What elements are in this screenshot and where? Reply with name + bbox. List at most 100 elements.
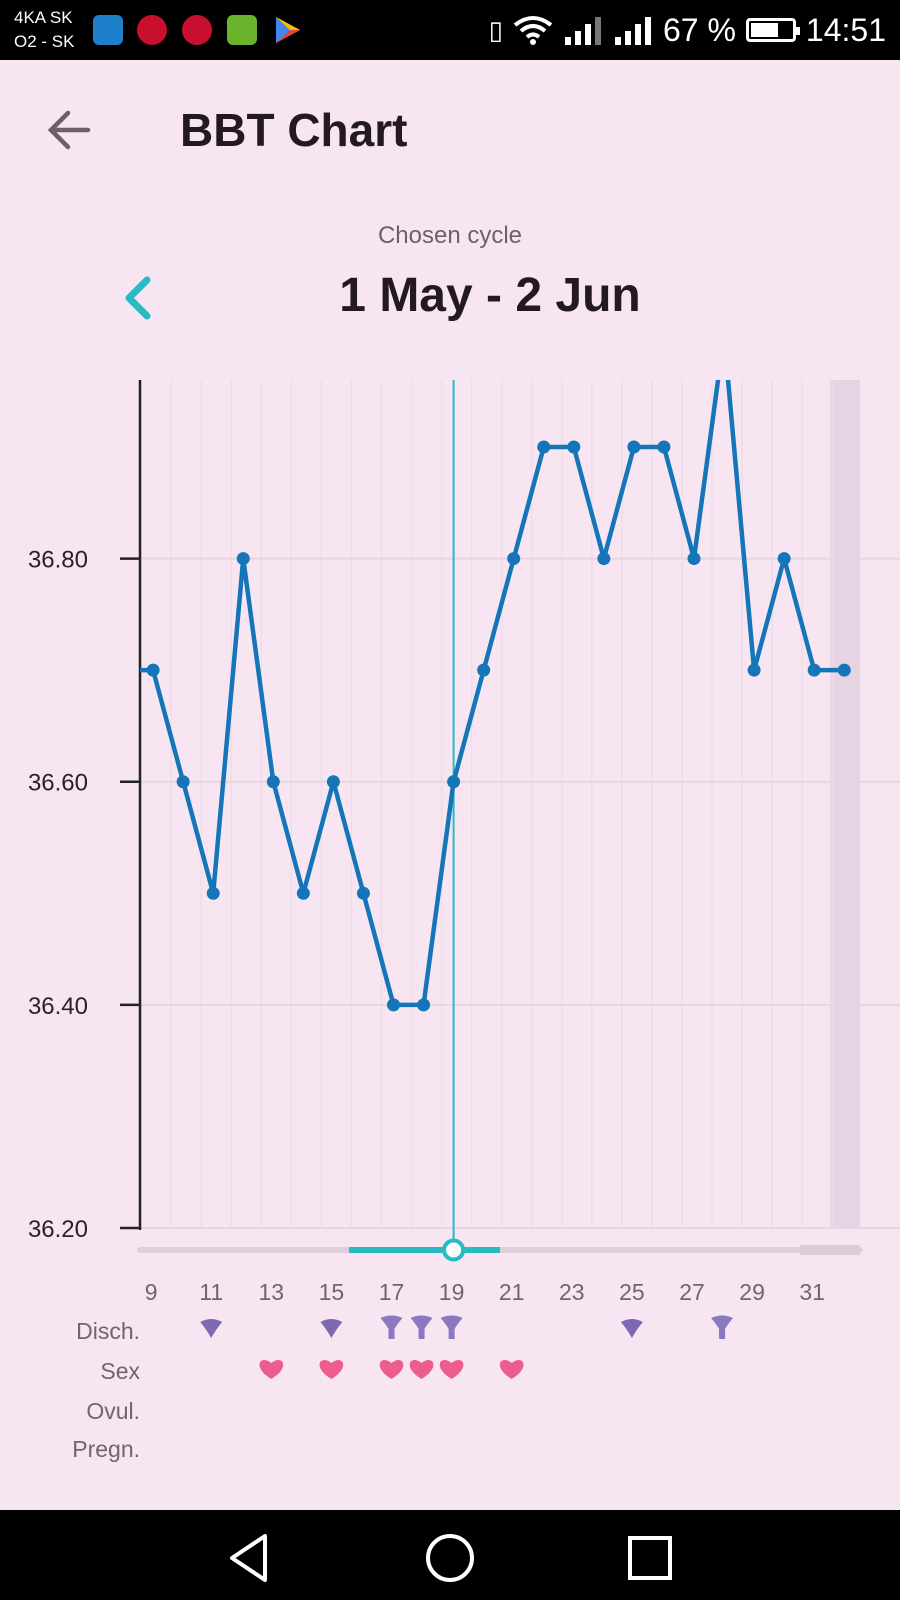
nav-home-button[interactable] — [420, 1528, 480, 1588]
heart-icon — [439, 1360, 464, 1379]
battery-percent: 67 % — [662, 11, 736, 48]
square-recents-icon — [628, 1536, 672, 1580]
discharge-icon — [711, 1315, 734, 1339]
shield-app-icon — [227, 15, 257, 45]
sex-row-label: Sex — [100, 1358, 140, 1384]
nav-back-button[interactable] — [220, 1528, 280, 1588]
discharge-stem-shape — [380, 1315, 403, 1339]
discharge-row-label: Disch. — [76, 1318, 140, 1344]
pinterest-icon — [137, 15, 167, 45]
temperature-point — [507, 552, 521, 566]
scroll-handle[interactable] — [442, 1238, 466, 1262]
nav-recents-button[interactable] — [620, 1528, 680, 1588]
status-bar: 4KA SK O2 - SK ▯ 67 % 14:51 — [0, 0, 900, 60]
battery-icon — [745, 18, 800, 42]
chosen-cycle-label: Chosen cycle — [377, 222, 523, 249]
temperature-point — [356, 886, 370, 900]
carrier-info: 4KA SK O2 - SK — [14, 6, 74, 54]
temperature-point — [206, 886, 220, 900]
x-tick-label: 31 — [799, 1279, 825, 1305]
discharge-icon — [320, 1319, 343, 1338]
temperature-point — [537, 440, 551, 454]
temperature-point — [567, 440, 581, 454]
x-tick-label: 27 — [679, 1279, 705, 1305]
x-tick-label: 29 — [739, 1279, 765, 1305]
temperature-point — [176, 775, 190, 789]
temperature-point — [296, 886, 310, 900]
x-tick-label: 23 — [559, 1279, 585, 1305]
arrow-left-icon — [47, 110, 91, 150]
carrier-1: 4KA SK — [14, 8, 73, 27]
temperature-point — [326, 775, 340, 789]
signal-icon — [564, 17, 601, 45]
x-tick-label: 25 — [619, 1279, 645, 1305]
temperature-point — [447, 775, 461, 789]
discharge-drop-shape — [620, 1319, 643, 1338]
temperature-point — [747, 663, 761, 677]
discharge-stem-shape — [410, 1315, 433, 1339]
temperature-point — [387, 998, 400, 1012]
x-tick-label: 15 — [319, 1279, 345, 1305]
x-tick-label: 9 — [145, 1279, 158, 1305]
ovulation-row-label: Ovul. — [86, 1398, 140, 1424]
temperature-point — [477, 663, 491, 677]
temperature-point — [777, 552, 791, 566]
heart-icon — [319, 1360, 344, 1379]
circle-home-icon — [426, 1534, 474, 1582]
discharge-stem-shape — [440, 1315, 463, 1339]
discharge-drop-shape — [320, 1319, 343, 1338]
x-tick-label: 11 — [199, 1279, 223, 1305]
temperature-point — [807, 663, 821, 677]
pregnancy-row-label: Pregn. — [72, 1436, 140, 1462]
discharge-icon — [410, 1315, 433, 1339]
heart-icon — [379, 1360, 404, 1379]
discharge-icon — [200, 1319, 223, 1338]
wifi-icon — [513, 16, 553, 45]
heart-icon — [259, 1360, 284, 1379]
discharge-icon — [380, 1315, 403, 1339]
x-tick-label: 19 — [439, 1279, 465, 1305]
discharge-drop-shape — [200, 1319, 223, 1338]
signal-icon — [614, 17, 651, 45]
temperature-point — [687, 552, 701, 566]
discharge-icon — [620, 1319, 643, 1338]
temperature-point — [417, 998, 431, 1012]
y-tick-label: 36.20 — [28, 1216, 88, 1243]
temperature-point — [266, 775, 280, 789]
x-tick-label: 17 — [379, 1279, 405, 1305]
chevron-left-icon — [125, 276, 151, 320]
x-tick-label: 13 — [259, 1279, 285, 1305]
carrier-2: O2 - SK — [14, 32, 75, 51]
temperature-line — [140, 380, 845, 1008]
bbt-chart[interactable]: 37.6037.4037.2037.0036.8036.6036.4036.20… — [0, 380, 900, 1480]
page-title: BBT Chart — [180, 104, 408, 156]
tmux-icon — [93, 15, 123, 45]
temperature-point — [657, 440, 671, 454]
temperature-point — [597, 552, 611, 566]
temperature-point — [236, 552, 250, 566]
temperature-point — [837, 663, 851, 677]
temperature-point — [627, 440, 641, 454]
heart-icon — [409, 1360, 434, 1379]
scroll-track-end — [800, 1245, 860, 1255]
x-tick-label: 21 — [499, 1279, 525, 1305]
battery-level — [750, 23, 778, 37]
temperature-point — [146, 663, 160, 677]
navigation-bar — [0, 1510, 900, 1600]
cycle-range: 1 May - 2 Jun — [339, 269, 641, 322]
play-store-icon — [276, 17, 300, 43]
pinterest-icon — [182, 15, 212, 45]
triangle-back-icon — [230, 1534, 267, 1582]
future-day-shade — [830, 380, 860, 1228]
y-tick-label: 36.80 — [28, 547, 88, 574]
y-tick-label: 36.40 — [28, 993, 88, 1020]
clock: 14:51 — [805, 11, 886, 48]
heart-icon — [499, 1360, 524, 1379]
discharge-icon — [440, 1315, 463, 1339]
y-tick-label: 36.60 — [28, 770, 88, 797]
previous-cycle-button[interactable] — [115, 270, 165, 326]
status-indicators: ▯ 67 % 14:51 — [489, 0, 886, 60]
vibrate-icon: ▯ — [488, 14, 503, 45]
back-button[interactable] — [40, 100, 100, 160]
discharge-stem-shape — [711, 1315, 734, 1339]
